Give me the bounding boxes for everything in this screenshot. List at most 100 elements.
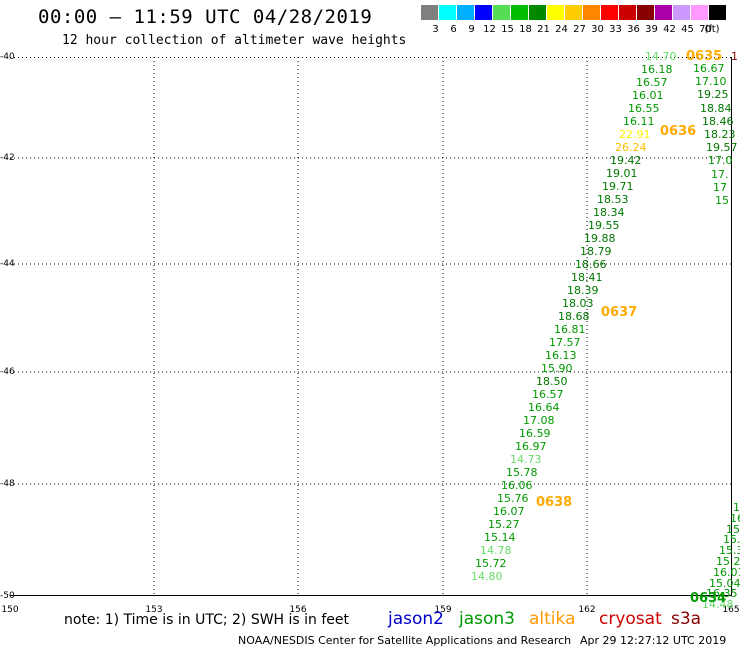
wave-height-value: 15.72 <box>475 557 507 570</box>
wave-height-value: 1 <box>731 50 738 63</box>
pass-number-label: 0635 <box>686 49 723 64</box>
legend-label: 42 <box>663 24 676 35</box>
pass-number-label: 0638 <box>536 495 573 510</box>
longitude-label: 153 <box>145 605 163 615</box>
wave-height-value: 15.34 <box>719 544 740 557</box>
wave-height-value: 17 <box>713 181 727 194</box>
wave-height-value: 15.27 <box>488 518 520 531</box>
generated-timestamp: Apr 29 12:27:12 UTC 2019 <box>580 634 727 647</box>
satellite-name: altika <box>529 609 576 629</box>
wave-height-value: 26.24 <box>615 141 647 154</box>
pass-number-label: 0637 <box>601 305 638 320</box>
wave-height-value: 16.81 <box>554 323 586 336</box>
legend-swatch <box>547 5 564 20</box>
satellite-name: jason2 <box>388 609 444 629</box>
legend-label: 39 <box>645 24 658 35</box>
wave-height-value: 19.88 <box>584 232 616 245</box>
wave-height-value: 17.08 <box>523 414 555 427</box>
wave-height-value: 14.48 <box>702 598 734 611</box>
map-grid <box>10 57 732 596</box>
latitude-label: -50 <box>0 591 15 601</box>
wave-height-value: 16.59 <box>519 427 551 440</box>
legend-swatch <box>655 5 672 20</box>
wave-height-value: 18.66 <box>575 258 607 271</box>
legend-label: 6 <box>450 24 457 35</box>
legend-swatch <box>709 5 726 20</box>
wave-height-value: 16.57 <box>636 76 668 89</box>
legend-swatch <box>583 5 600 20</box>
wave-height-value: 16.35 <box>706 587 738 600</box>
satellite-name: jason3 <box>459 609 515 629</box>
longitude-label: 156 <box>289 605 307 615</box>
wave-height-value: 15 <box>715 194 729 207</box>
wave-height-value: 18.50 <box>536 375 568 388</box>
longitude-label: 165 <box>722 605 740 615</box>
legend-label: 70 <box>699 24 712 35</box>
legend-swatch <box>601 5 618 20</box>
wave-height-value: 14.73 <box>510 453 542 466</box>
wave-height-value: 19.42 <box>610 154 642 167</box>
latitude-label: -40 <box>0 52 15 62</box>
legend-unit: (ft) <box>704 24 720 35</box>
satellite-name: cryosat <box>599 609 662 629</box>
legend-swatch <box>457 5 474 20</box>
wave-height-value: 19.71 <box>602 180 634 193</box>
legend-label: 36 <box>627 24 640 35</box>
pass-number-label: 0634 <box>690 591 727 606</box>
wave-height-value: 14.70 <box>645 50 677 63</box>
longitude-label: 159 <box>434 605 452 615</box>
latitude-label: -44 <box>0 259 15 269</box>
wave-height-value: 18.46 <box>702 115 734 128</box>
wave-height-value: 16.67 <box>693 62 725 75</box>
legend-label: 9 <box>468 24 475 35</box>
legend-swatch <box>637 5 654 20</box>
satellite-name: s3a <box>671 609 702 629</box>
wave-height-value: 17.57 <box>549 336 581 349</box>
legend-swatch <box>691 5 708 20</box>
wave-height-value: 16.11 <box>623 115 655 128</box>
legend-swatch <box>439 5 456 20</box>
wave-height-value: 18.03 <box>562 297 594 310</box>
wave-height-value: 19.25 <box>697 88 729 101</box>
wave-height-value: 18.34 <box>593 206 625 219</box>
wave-height-value: 18.23 <box>704 128 736 141</box>
wave-height-value: 18.84 <box>700 102 732 115</box>
footer-note: note: 1) Time is in UTC; 2) SWH is in fe… <box>64 612 350 628</box>
pass-number-label: 0636 <box>660 124 697 139</box>
wave-height-value: 1 <box>733 501 740 514</box>
legend-label: 27 <box>573 24 586 35</box>
legend-swatch <box>421 5 438 20</box>
wave-height-value: 15.90 <box>541 362 573 375</box>
wave-height-value: 18.39 <box>567 284 599 297</box>
wave-height-value: 16.55 <box>628 102 660 115</box>
legend-label: 30 <box>591 24 604 35</box>
wave-height-value: 16.97 <box>515 440 547 453</box>
wave-height-value: 15.29 <box>716 555 740 568</box>
legend-label: 45 <box>681 24 694 35</box>
legend-label: 12 <box>483 24 496 35</box>
legend-label: 24 <box>555 24 568 35</box>
wave-height-value: 17. <box>711 168 729 181</box>
wave-height-value: 14.80 <box>471 570 503 583</box>
legend-swatch <box>565 5 582 20</box>
wave-height-value: 16.07 <box>493 505 525 518</box>
longitude-label: 162 <box>578 605 596 615</box>
legend-swatch <box>529 5 546 20</box>
wave-height-value: 22.91 <box>619 128 651 141</box>
credit-line: NOAA/NESDIS Center for Satellite Applica… <box>238 634 572 647</box>
wave-height-value: 18.41 <box>571 271 603 284</box>
wave-height-value: 16.06 <box>501 479 533 492</box>
wave-height-value: 17.10 <box>695 75 727 88</box>
legend-label: 21 <box>537 24 550 35</box>
legend-label: 18 <box>519 24 532 35</box>
wave-height-value: 19.01 <box>606 167 638 180</box>
legend-swatch <box>619 5 636 20</box>
wave-height-value: 14.78 <box>480 544 512 557</box>
map-subtitle: 12 hour collection of altimeter wave hei… <box>62 33 407 48</box>
legend-swatch <box>475 5 492 20</box>
wave-height-value: 16 <box>730 512 740 525</box>
wave-height-value: 15.14 <box>484 531 516 544</box>
legend-swatch <box>493 5 510 20</box>
wave-height-value: 16.13 <box>545 349 577 362</box>
wave-height-value: 15.47 <box>723 533 740 546</box>
